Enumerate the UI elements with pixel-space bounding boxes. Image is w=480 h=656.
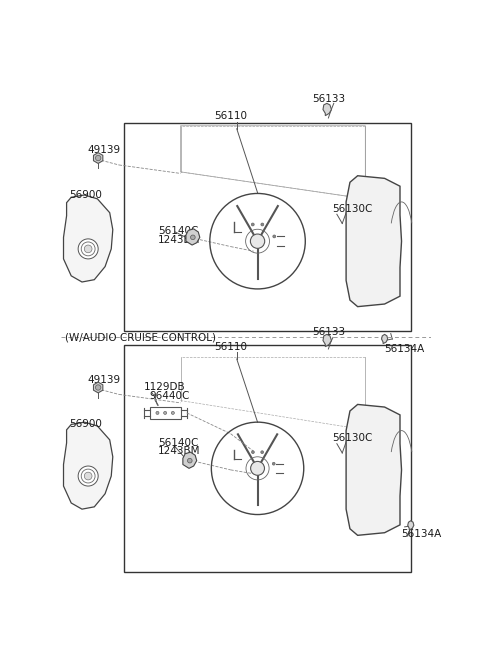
Polygon shape (94, 153, 103, 163)
Text: 56133: 56133 (312, 327, 346, 337)
Text: 49139: 49139 (87, 146, 120, 155)
Polygon shape (323, 104, 332, 115)
Bar (124, 345, 411, 572)
Circle shape (78, 239, 98, 259)
Circle shape (84, 245, 92, 253)
Polygon shape (183, 452, 197, 468)
Polygon shape (408, 521, 414, 530)
Circle shape (261, 223, 264, 226)
Bar (124, 123, 411, 331)
Circle shape (273, 235, 276, 238)
Text: 1243BM: 1243BM (158, 235, 201, 245)
Text: 1129DB: 1129DB (144, 382, 185, 392)
Circle shape (252, 451, 254, 453)
Circle shape (96, 385, 101, 390)
Circle shape (156, 411, 159, 415)
Polygon shape (186, 229, 200, 245)
Text: 56133: 56133 (312, 94, 346, 104)
Circle shape (84, 472, 92, 480)
Polygon shape (63, 195, 113, 282)
Text: 56130C: 56130C (332, 432, 372, 443)
Text: 56110: 56110 (214, 111, 247, 121)
Text: 56900: 56900 (69, 419, 102, 430)
Polygon shape (94, 382, 103, 393)
Text: 56134A: 56134A (402, 529, 442, 539)
Circle shape (261, 451, 264, 453)
Text: (W/AUDIO CRUISE CONTROL): (W/AUDIO CRUISE CONTROL) (65, 332, 216, 342)
Text: 1243BM: 1243BM (158, 446, 201, 457)
Polygon shape (382, 335, 388, 344)
Text: 56130C: 56130C (332, 204, 372, 214)
Text: 56140C: 56140C (158, 438, 199, 448)
Circle shape (251, 234, 264, 249)
Circle shape (191, 235, 195, 239)
Circle shape (171, 411, 174, 415)
Circle shape (272, 462, 275, 465)
Polygon shape (346, 176, 402, 306)
Polygon shape (63, 422, 113, 509)
Text: 56134A: 56134A (384, 344, 425, 354)
Circle shape (96, 155, 101, 161)
Circle shape (78, 466, 98, 486)
Text: 56110: 56110 (214, 342, 247, 352)
Circle shape (251, 461, 264, 475)
Circle shape (164, 411, 167, 415)
Circle shape (188, 459, 192, 463)
Text: 96440C: 96440C (150, 391, 190, 401)
Polygon shape (346, 405, 402, 535)
Text: 49139: 49139 (87, 375, 120, 385)
Polygon shape (323, 335, 332, 346)
Text: 56900: 56900 (69, 190, 102, 200)
Circle shape (252, 223, 254, 226)
Bar (150, 407, 180, 419)
Text: 56140C: 56140C (158, 226, 199, 236)
